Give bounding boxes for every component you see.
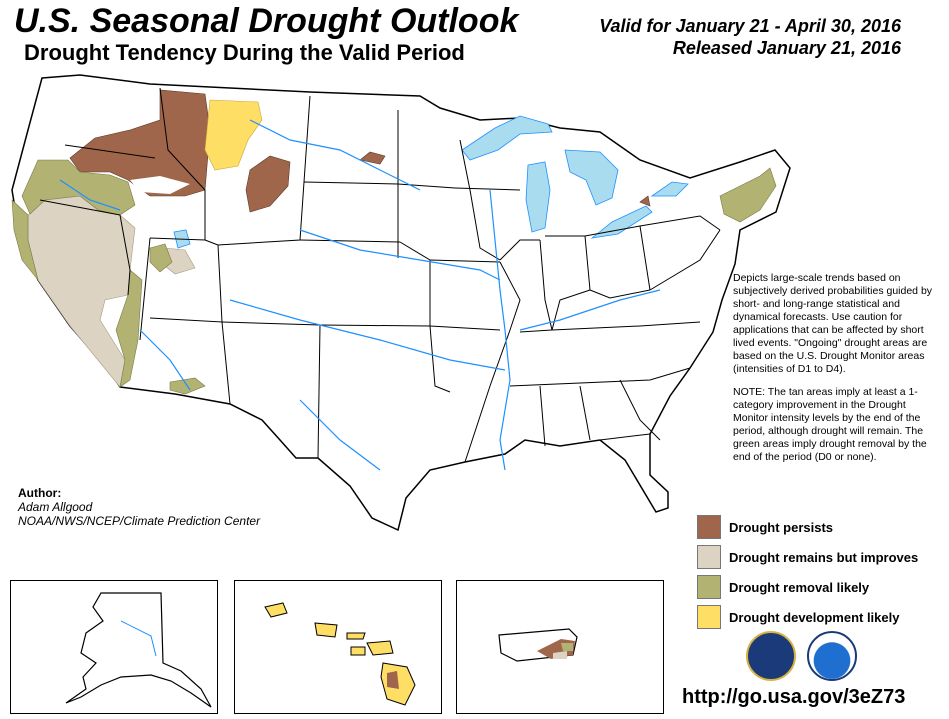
legend-label-removal: Drought removal likely (729, 579, 870, 595)
legend-swatch-improves (697, 545, 721, 569)
release-date: Released January 21, 2016 (672, 38, 901, 58)
author-name: Adam Allgood (18, 500, 93, 514)
alaska-inset (10, 580, 218, 714)
legend-label-improves: Drought remains but improves (729, 549, 919, 565)
legend-swatch-persists (697, 515, 721, 539)
legend-swatch-development (697, 605, 721, 629)
drought-persists-areas (69, 89, 651, 213)
description-paragraph-1: Depicts large-scale trends based on subj… (733, 272, 933, 375)
hawaii-map (264, 602, 416, 706)
legend-swatch-removal (697, 575, 721, 599)
description-paragraph-2: NOTE: The tan areas imply at least a 1-c… (733, 386, 927, 463)
lake-ontario (650, 181, 689, 197)
author-block: Author: Adam Allgood NOAA/NWS/NCEP/Clima… (18, 486, 260, 528)
legend-item-improves: Drought remains but improves (697, 545, 919, 569)
author-label: Author: (18, 486, 62, 500)
map-subtitle: Drought Tendency During the Valid Period (24, 40, 465, 65)
drought-removal-areas (11, 159, 777, 395)
state-boundaries (39, 87, 721, 463)
map-title: U.S. Seasonal Drought Outlook (14, 2, 519, 40)
department-of-commerce-seal (746, 631, 796, 681)
legend-item-development: Drought development likely (697, 605, 918, 629)
lake-erie (590, 205, 653, 239)
lake-huron (564, 149, 619, 206)
description-text: Depicts large-scale trends based on subj… (733, 272, 943, 474)
lake-michigan (525, 161, 551, 233)
hawaii-inset (234, 580, 442, 714)
drought-development-area (204, 99, 263, 171)
puerto-rico-inset (456, 580, 664, 714)
alaska-map (65, 592, 212, 708)
valid-period: Valid for January 21 - April 30, 2016 (599, 16, 901, 36)
noaa-logo (807, 631, 857, 681)
puerto-rico-map (498, 628, 578, 662)
legend-label-development: Drought development likely (729, 609, 900, 625)
rivers (59, 119, 661, 471)
outlook-url[interactable]: http://go.usa.gov/3eZ73 (682, 686, 906, 708)
legend-label-persists: Drought persists (729, 519, 834, 535)
legend-item-removal: Drought removal likely (697, 575, 918, 599)
author-organization: NOAA/NWS/NCEP/Climate Prediction Center (18, 514, 261, 528)
legend: Drought persists Drought remains but imp… (697, 515, 919, 636)
lake-superior (461, 115, 553, 161)
legend-item-persists: Drought persists (697, 515, 918, 539)
